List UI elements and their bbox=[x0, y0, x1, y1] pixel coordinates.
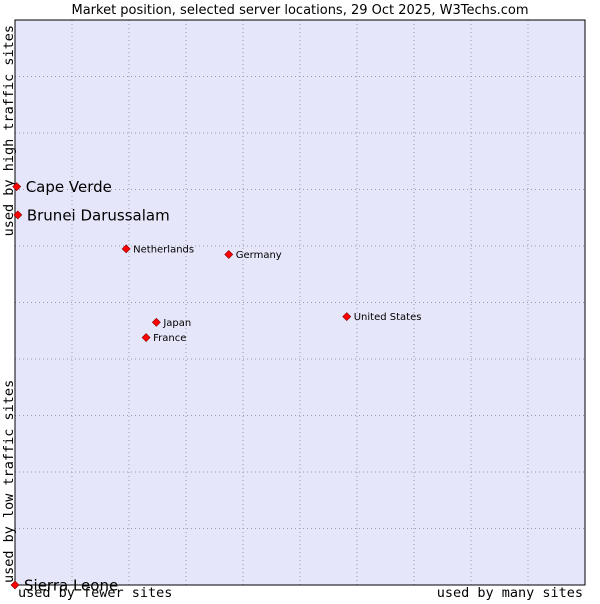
data-points: Cape Verde Brunei Darussalam Netherlands Ge… bbox=[10, 178, 422, 595]
marker-sierra-leone bbox=[10, 580, 20, 590]
data-point-japan: Japan bbox=[151, 317, 191, 329]
marker-france bbox=[141, 333, 151, 342]
marker-germany bbox=[224, 250, 234, 259]
data-point-netherlands: Netherlands bbox=[121, 244, 194, 255]
point-label-cape-verde: Cape Verde bbox=[26, 178, 112, 196]
data-point-germany: Germany bbox=[224, 250, 282, 261]
marker-brunei-darussalam bbox=[13, 210, 23, 220]
point-label-united-states: United States bbox=[354, 312, 422, 323]
grid-lines bbox=[15, 20, 585, 585]
point-label-france: France bbox=[153, 333, 186, 344]
marker-netherlands bbox=[121, 244, 131, 254]
y-axis-label-high: used by high traffic sites bbox=[1, 25, 17, 236]
data-point-france: France bbox=[141, 333, 186, 344]
marker-united-states bbox=[342, 312, 352, 322]
point-label-sierra-leone: Sierra Leone bbox=[24, 577, 118, 595]
chart-title: Market position, selected server locatio… bbox=[71, 3, 528, 18]
point-label-germany: Germany bbox=[236, 250, 282, 261]
data-point-brunei-darussalam: Brunei Darussalam bbox=[13, 206, 170, 224]
x-axis-label-high: used by many sites bbox=[437, 585, 583, 600]
x-axis-label-low: used by fewer sites bbox=[18, 585, 172, 600]
point-label-brunei-darussalam: Brunei Darussalam bbox=[27, 206, 170, 224]
data-point-united-states: United States bbox=[342, 312, 422, 323]
point-label-netherlands: Netherlands bbox=[133, 244, 194, 255]
point-label-japan: Japan bbox=[162, 318, 191, 329]
marker-japan bbox=[151, 317, 161, 327]
data-point-cape-verde: Cape Verde bbox=[12, 178, 112, 196]
y-axis-label-low: used by low traffic sites bbox=[1, 380, 17, 583]
plot-frame bbox=[14, 19, 586, 586]
data-point-sierra-leone: Sierra Leone bbox=[10, 577, 118, 595]
marker-cape-verde bbox=[12, 182, 22, 192]
